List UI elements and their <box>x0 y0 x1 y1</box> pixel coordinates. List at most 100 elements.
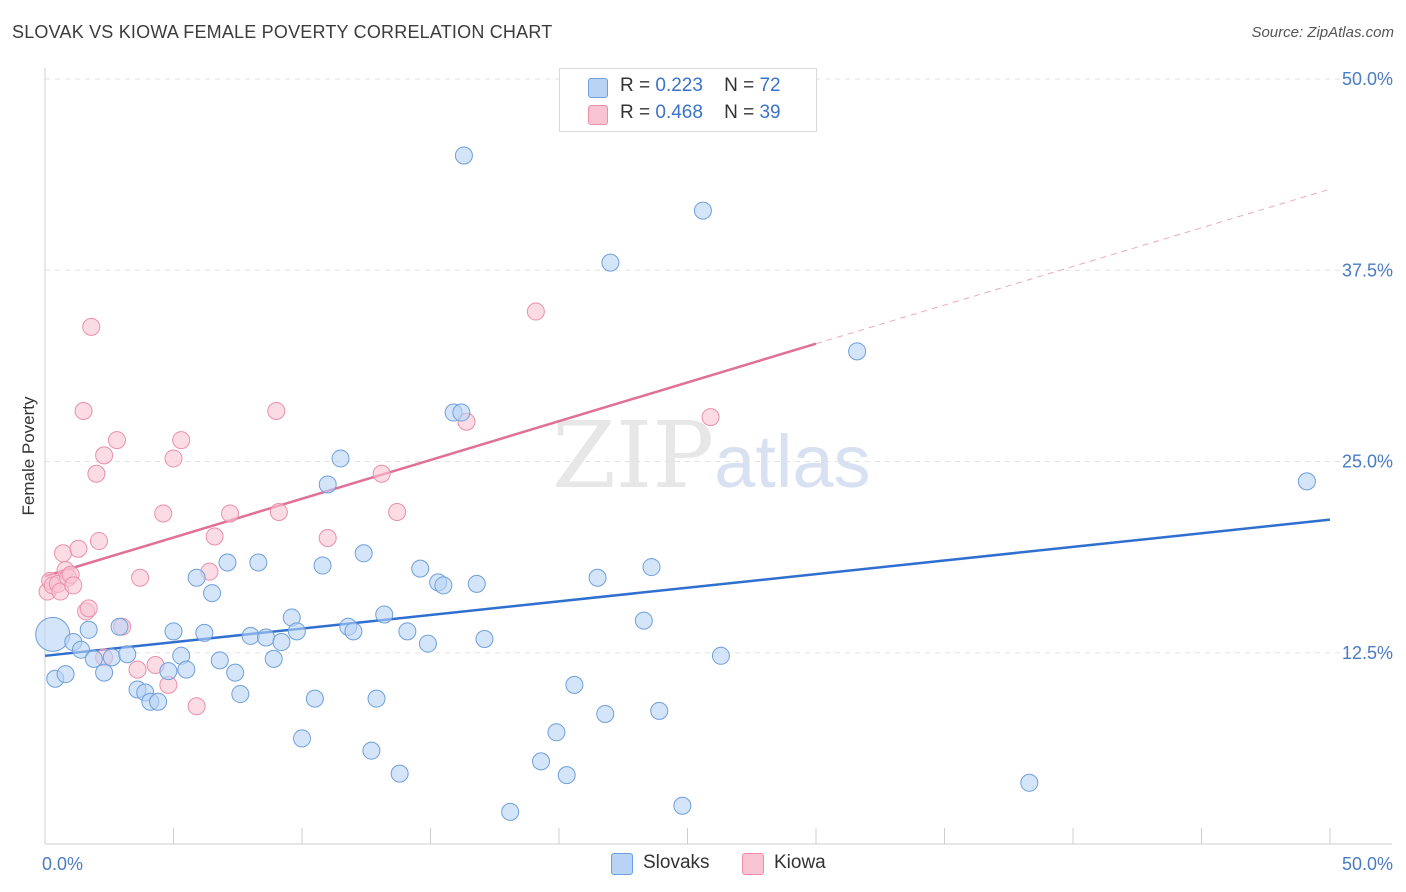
y-tick-label: 37.5% <box>1342 260 1393 280</box>
axes <box>44 68 1392 845</box>
kiowa-point <box>79 599 98 618</box>
slovaks-point <box>56 665 75 684</box>
slovaks-point <box>1297 472 1316 491</box>
slovaks-point <box>159 662 178 681</box>
y-tick-label: 25.0% <box>1342 452 1393 472</box>
legend-label-slovaks: Slovaks <box>643 852 710 873</box>
stats-legend: R = 0.223 N = 72 R = 0.468 N = 39 <box>559 68 817 132</box>
slovaks-point <box>501 802 520 821</box>
slovaks-point <box>71 640 90 659</box>
kiowa-point <box>267 402 286 421</box>
kiowa-point <box>221 504 240 523</box>
slovaks-point <box>588 568 607 587</box>
legend-r-label: R = <box>620 102 651 123</box>
slovaks-point <box>177 660 196 679</box>
kiowa-point <box>53 544 72 563</box>
slovaks-point <box>293 729 311 748</box>
slovaks-point <box>565 675 584 694</box>
slovaks-point <box>231 685 250 704</box>
source-label: Source: ZipAtlas.com <box>1251 24 1394 41</box>
slovaks-point <box>650 701 669 720</box>
y-tick-label: 12.5% <box>1342 643 1393 663</box>
slovaks-point <box>287 622 306 641</box>
legend-n-value: 72 <box>759 75 781 96</box>
slovaks-point <box>375 605 394 624</box>
slovaks-point <box>354 544 373 563</box>
slovaks-point <box>693 201 712 220</box>
kiowa-point <box>205 527 224 546</box>
slovaks-point <box>467 574 486 593</box>
slovaks-point <box>118 645 137 664</box>
watermark-atlas: atlas <box>714 420 871 503</box>
slovaks-point <box>390 764 409 783</box>
slovaks-point <box>331 449 350 468</box>
slovaks-point <box>475 629 494 648</box>
slovaks-point <box>110 617 129 636</box>
slovaks-point <box>344 622 363 641</box>
slovaks-point <box>195 623 214 642</box>
slovaks-point <box>264 649 283 668</box>
slovaks-point <box>187 568 206 587</box>
kiowa-point <box>164 449 183 468</box>
slovaks-trend <box>44 518 1331 658</box>
slovaks-point <box>164 622 183 641</box>
slovaks-point <box>149 692 168 711</box>
slovaks-point <box>642 558 661 577</box>
legend-swatch-kiowa <box>588 105 608 125</box>
slovaks-trend-line <box>44 518 1331 658</box>
slovaks-point <box>418 634 437 653</box>
kiowa-trend-extension <box>815 188 1331 345</box>
kiowa-point <box>372 464 391 483</box>
slovaks-point <box>848 342 867 361</box>
legend-n-label: N = <box>724 102 755 123</box>
slovaks-point <box>272 633 291 652</box>
slovaks-point <box>362 741 381 760</box>
slovaks-point <box>313 556 332 575</box>
kiowa-point <box>89 532 108 551</box>
slovaks-point <box>1020 773 1039 792</box>
kiowa-point <box>526 302 545 321</box>
watermark: ZIPatlas <box>552 402 870 509</box>
kiowa-point <box>388 502 407 521</box>
slovaks-point <box>102 648 121 667</box>
kiowa-point <box>69 539 88 558</box>
legend-r-value: 0.468 <box>655 102 703 123</box>
legend-n-value: 39 <box>759 102 781 123</box>
x-tick-label: 50.0% <box>1342 854 1393 874</box>
kiowa-point <box>172 431 191 450</box>
slovaks-point <box>79 620 98 639</box>
slovaks-point <box>367 689 386 708</box>
tick-labels: 12.5% 25.0% 37.5% 50.0% 0.0% 50.0% <box>42 69 1393 874</box>
kiowa-point <box>269 502 288 521</box>
slovaks-point <box>532 752 551 771</box>
x-tick-label: 0.0% <box>42 854 83 874</box>
kiowa-trend <box>44 188 1331 578</box>
kiowa-point <box>82 317 101 336</box>
slovaks-point <box>257 628 276 647</box>
slovaks-point <box>596 704 615 723</box>
slovaks-point <box>398 622 417 641</box>
slovaks-point <box>84 649 103 668</box>
watermark-zip: ZIP <box>552 402 715 509</box>
legend-swatch-slovaks <box>588 78 608 98</box>
kiowa-point <box>128 660 147 679</box>
y-axis-label: Female Poverty <box>19 396 38 516</box>
slovaks-point <box>95 663 114 682</box>
slovaks-point <box>452 403 471 422</box>
slovaks-point <box>35 616 71 652</box>
y-tick-label: 50.0% <box>1342 69 1393 89</box>
slovaks-point <box>241 626 260 645</box>
slovaks-point <box>673 796 692 815</box>
legend-swatch-slovaks <box>611 853 633 875</box>
kiowa-trend-line <box>44 342 817 578</box>
slovaks-point <box>226 663 245 682</box>
slovaks-point <box>249 553 268 572</box>
kiowa-point <box>701 408 720 427</box>
kiowa-point <box>187 697 206 716</box>
legend-r-label: R = <box>620 75 651 96</box>
legend-label-kiowa: Kiowa <box>774 852 826 873</box>
kiowa-point <box>107 431 126 450</box>
legend-r-value: 0.223 <box>655 75 703 96</box>
slovaks-point <box>547 723 566 742</box>
